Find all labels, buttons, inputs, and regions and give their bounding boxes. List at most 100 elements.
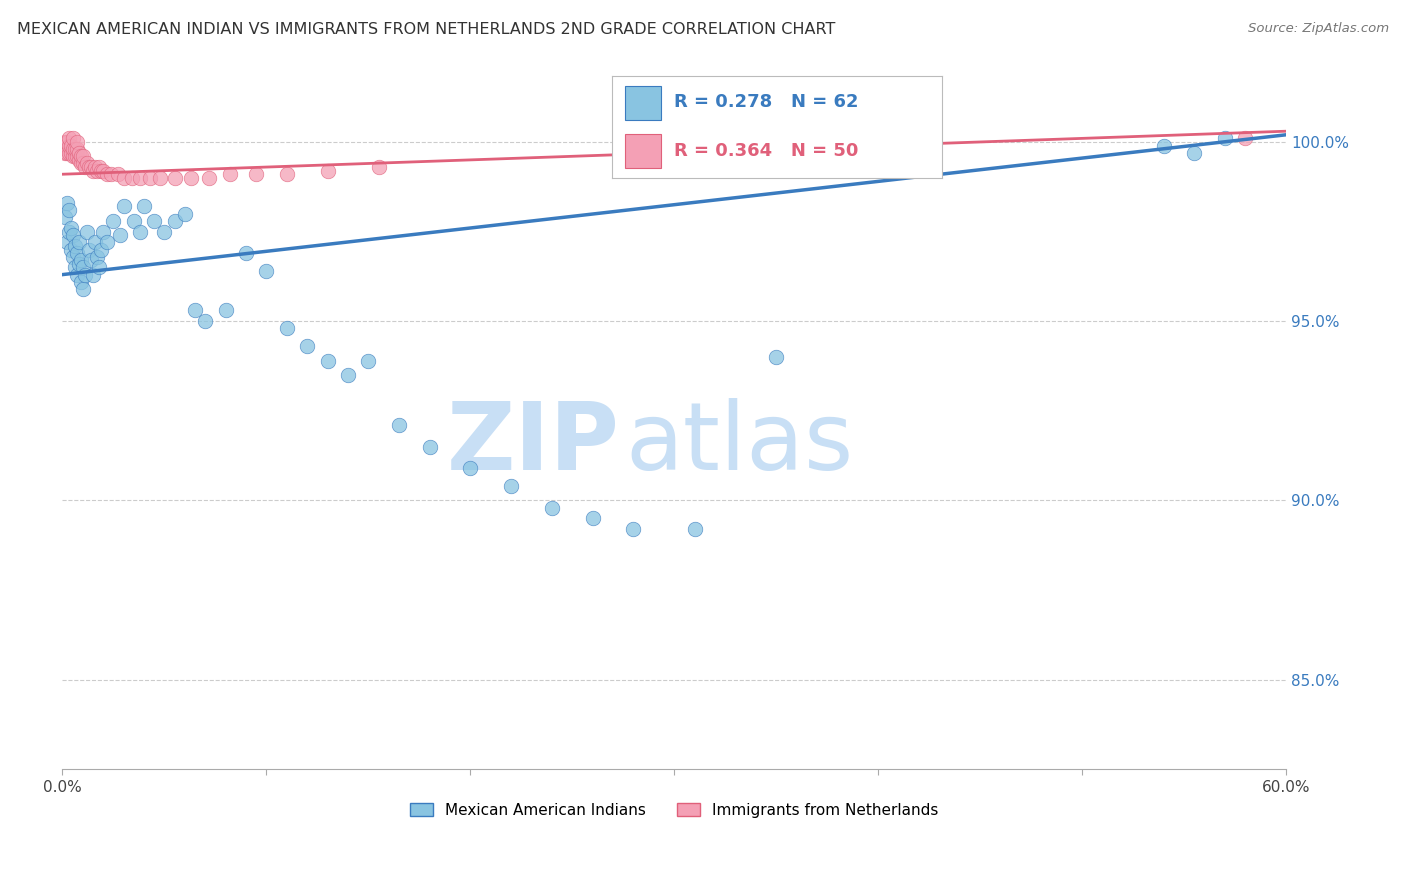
Point xyxy=(173,207,195,221)
Point xyxy=(129,225,152,239)
Legend: Mexican American Indians, Immigrants from Netherlands: Mexican American Indians, Immigrants fro… xyxy=(404,797,945,824)
Point xyxy=(163,170,186,185)
Point xyxy=(89,260,111,275)
Point xyxy=(245,167,267,181)
Point xyxy=(73,268,96,282)
Point xyxy=(336,368,359,382)
Point xyxy=(90,243,112,257)
Point xyxy=(501,479,523,493)
Point xyxy=(58,203,80,218)
Point xyxy=(235,246,257,260)
Point xyxy=(80,253,103,268)
Point xyxy=(70,149,93,163)
Point xyxy=(122,214,145,228)
Point xyxy=(107,167,129,181)
Point xyxy=(1213,131,1236,145)
Point xyxy=(82,268,104,282)
Point xyxy=(295,339,318,353)
Point xyxy=(112,199,135,213)
Point xyxy=(67,235,90,250)
Point xyxy=(132,199,155,213)
Point xyxy=(66,135,89,149)
Text: MEXICAN AMERICAN INDIAN VS IMMIGRANTS FROM NETHERLANDS 2ND GRADE CORRELATION CHA: MEXICAN AMERICAN INDIAN VS IMMIGRANTS FR… xyxy=(17,22,835,37)
Point xyxy=(66,142,89,156)
Point xyxy=(316,163,339,178)
Point xyxy=(55,135,77,149)
Point xyxy=(388,418,411,433)
Point xyxy=(53,211,76,225)
Point xyxy=(367,160,389,174)
Point xyxy=(96,167,118,181)
Point xyxy=(357,353,380,368)
Point xyxy=(149,170,172,185)
Point xyxy=(62,250,84,264)
Point xyxy=(582,511,605,525)
Point xyxy=(66,268,89,282)
Point xyxy=(80,160,103,174)
Point xyxy=(59,138,82,153)
Point xyxy=(194,314,217,328)
Point xyxy=(53,145,76,160)
Text: ZIP: ZIP xyxy=(446,398,619,490)
Point xyxy=(55,195,77,210)
Point xyxy=(76,156,98,170)
Point xyxy=(59,145,82,160)
Text: R = 0.278   N = 62: R = 0.278 N = 62 xyxy=(675,94,859,112)
Point xyxy=(59,243,82,257)
Point xyxy=(70,156,93,170)
Point xyxy=(541,500,564,515)
Point xyxy=(103,214,125,228)
Point xyxy=(58,145,80,160)
Point xyxy=(198,170,221,185)
Point xyxy=(58,225,80,239)
Point xyxy=(59,221,82,235)
Point xyxy=(58,131,80,145)
Point xyxy=(129,170,152,185)
Point xyxy=(72,149,94,163)
Point xyxy=(58,138,80,153)
Point xyxy=(62,149,84,163)
Point xyxy=(76,225,98,239)
Point xyxy=(72,282,94,296)
Point xyxy=(62,228,84,243)
Point xyxy=(1234,131,1257,145)
Point xyxy=(765,350,787,364)
Point xyxy=(73,160,96,174)
Point xyxy=(108,228,131,243)
Point xyxy=(139,170,162,185)
Text: R = 0.364   N = 50: R = 0.364 N = 50 xyxy=(675,142,859,160)
Text: atlas: atlas xyxy=(626,398,853,490)
Text: Source: ZipAtlas.com: Source: ZipAtlas.com xyxy=(1249,22,1389,36)
Point xyxy=(63,239,86,253)
Point xyxy=(53,135,76,149)
Point xyxy=(254,264,277,278)
Point xyxy=(63,142,86,156)
Point xyxy=(62,142,84,156)
FancyBboxPatch shape xyxy=(624,87,661,120)
Point xyxy=(70,253,93,268)
Point xyxy=(89,160,111,174)
Point xyxy=(77,160,100,174)
Point xyxy=(62,131,84,145)
FancyBboxPatch shape xyxy=(624,135,661,168)
Point xyxy=(276,167,298,181)
Point xyxy=(66,149,89,163)
Point xyxy=(460,461,482,475)
Point xyxy=(276,321,298,335)
Point xyxy=(67,257,90,271)
Point xyxy=(1153,138,1175,153)
Point xyxy=(419,440,441,454)
Point xyxy=(143,214,166,228)
Point xyxy=(72,156,94,170)
Point xyxy=(55,235,77,250)
Point xyxy=(63,149,86,163)
Point xyxy=(96,235,118,250)
Point xyxy=(90,163,112,178)
Point xyxy=(63,260,86,275)
Point xyxy=(84,235,107,250)
Point xyxy=(184,303,207,318)
Point xyxy=(218,167,240,181)
Point xyxy=(82,163,104,178)
Point xyxy=(55,145,77,160)
Point xyxy=(77,243,100,257)
